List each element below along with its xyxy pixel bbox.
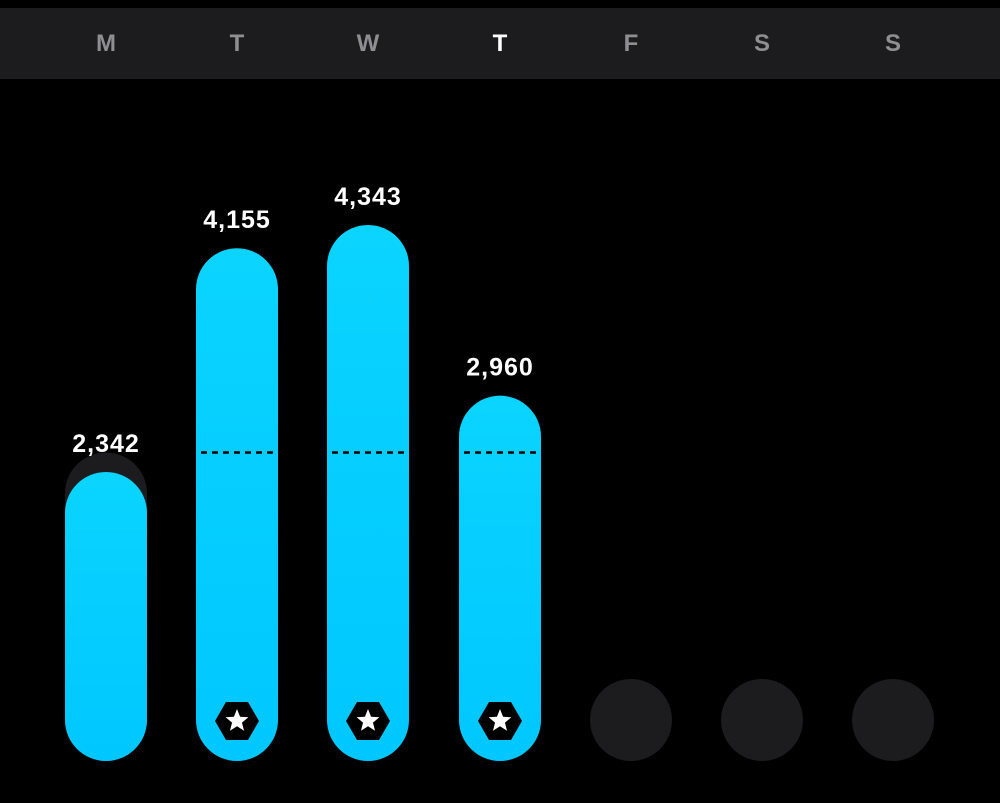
value-label: 2,960 xyxy=(466,354,534,382)
bar-group-4[interactable] xyxy=(590,679,672,761)
value-label: 2,342 xyxy=(72,430,140,458)
star-icon xyxy=(225,709,249,731)
bar-group-1[interactable]: 4,155 xyxy=(196,206,278,761)
day-label-sun[interactable]: S xyxy=(884,30,901,57)
value-label: 4,155 xyxy=(203,206,271,234)
goal-badge xyxy=(215,701,259,741)
day-label-fri[interactable]: F xyxy=(623,30,639,57)
day-label-wed[interactable]: W xyxy=(356,30,380,57)
empty-day-placeholder[interactable] xyxy=(590,679,672,761)
empty-day-placeholder[interactable] xyxy=(852,679,934,761)
bar-group-6[interactable] xyxy=(852,679,934,761)
day-header: M T W T F S S xyxy=(0,8,1000,79)
bar[interactable] xyxy=(196,248,278,761)
goal-badge xyxy=(478,701,522,741)
star-icon xyxy=(488,709,512,731)
value-label: 4,343 xyxy=(334,183,402,211)
empty-day-placeholder[interactable] xyxy=(721,679,803,761)
star-icon xyxy=(356,709,380,731)
bar-group-5[interactable] xyxy=(721,679,803,761)
bar-group-3[interactable]: 2,960 xyxy=(459,354,541,761)
day-label-thu[interactable]: T xyxy=(492,30,508,57)
day-label-tue[interactable]: T xyxy=(229,30,245,57)
day-label-sat[interactable]: S xyxy=(753,30,770,57)
bar-group-0[interactable]: 2,342 xyxy=(65,430,147,761)
bar[interactable] xyxy=(459,395,541,761)
bar-group-2[interactable]: 4,343 xyxy=(327,183,409,761)
goal-badge xyxy=(346,701,390,741)
bar[interactable] xyxy=(327,225,409,761)
day-label-mon[interactable]: M xyxy=(96,30,116,57)
bar[interactable] xyxy=(65,471,147,761)
